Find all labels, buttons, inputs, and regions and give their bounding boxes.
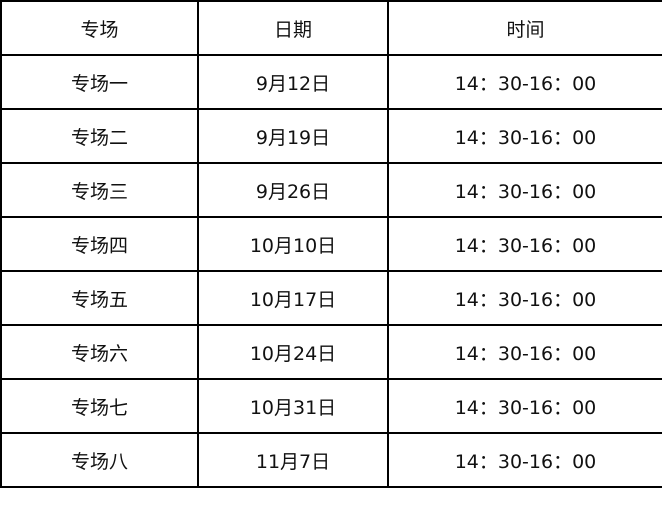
time-cell: 14：30-16：00 [387,54,662,110]
time-cell: 14：30-16：00 [387,216,662,272]
date-cell: 11月7日 [197,432,389,488]
header-session: 专场 [0,0,199,56]
session-cell: 专场六 [0,324,199,380]
date-cell: 10月17日 [197,270,389,326]
table-row: 专场三 9月26日 14：30-16：00 [0,162,662,218]
table-row: 专场五 10月17日 14：30-16：00 [0,270,662,326]
time-cell: 14：30-16：00 [387,432,662,488]
table-row: 专场四 10月10日 14：30-16：00 [0,216,662,272]
session-cell: 专场三 [0,162,199,218]
table-row: 专场二 9月19日 14：30-16：00 [0,108,662,164]
date-cell: 9月26日 [197,162,389,218]
date-cell: 10月24日 [197,324,389,380]
time-cell: 14：30-16：00 [387,108,662,164]
table-row: 专场一 9月12日 14：30-16：00 [0,54,662,110]
date-cell: 9月19日 [197,108,389,164]
time-cell: 14：30-16：00 [387,162,662,218]
table-row: 专场七 10月31日 14：30-16：00 [0,378,662,434]
header-time: 时间 [387,0,662,56]
session-cell: 专场五 [0,270,199,326]
time-cell: 14：30-16：00 [387,270,662,326]
date-cell: 10月10日 [197,216,389,272]
time-cell: 14：30-16：00 [387,324,662,380]
session-cell: 专场八 [0,432,199,488]
date-cell: 10月31日 [197,378,389,434]
header-row: 专场 日期 时间 [0,0,662,56]
schedule-table: 专场 日期 时间 专场一 9月12日 14：30-16：00 专场二 9月19日 14：3… [0,0,662,488]
time-cell: 14：30-16：00 [387,378,662,434]
session-cell: 专场一 [0,54,199,110]
table-row: 专场八 11月7日 14：30-16：00 [0,432,662,488]
session-cell: 专场七 [0,378,199,434]
table-row: 专场六 10月24日 14：30-16：00 [0,324,662,380]
date-cell: 9月12日 [197,54,389,110]
header-date: 日期 [197,0,389,56]
session-cell: 专场四 [0,216,199,272]
session-cell: 专场二 [0,108,199,164]
